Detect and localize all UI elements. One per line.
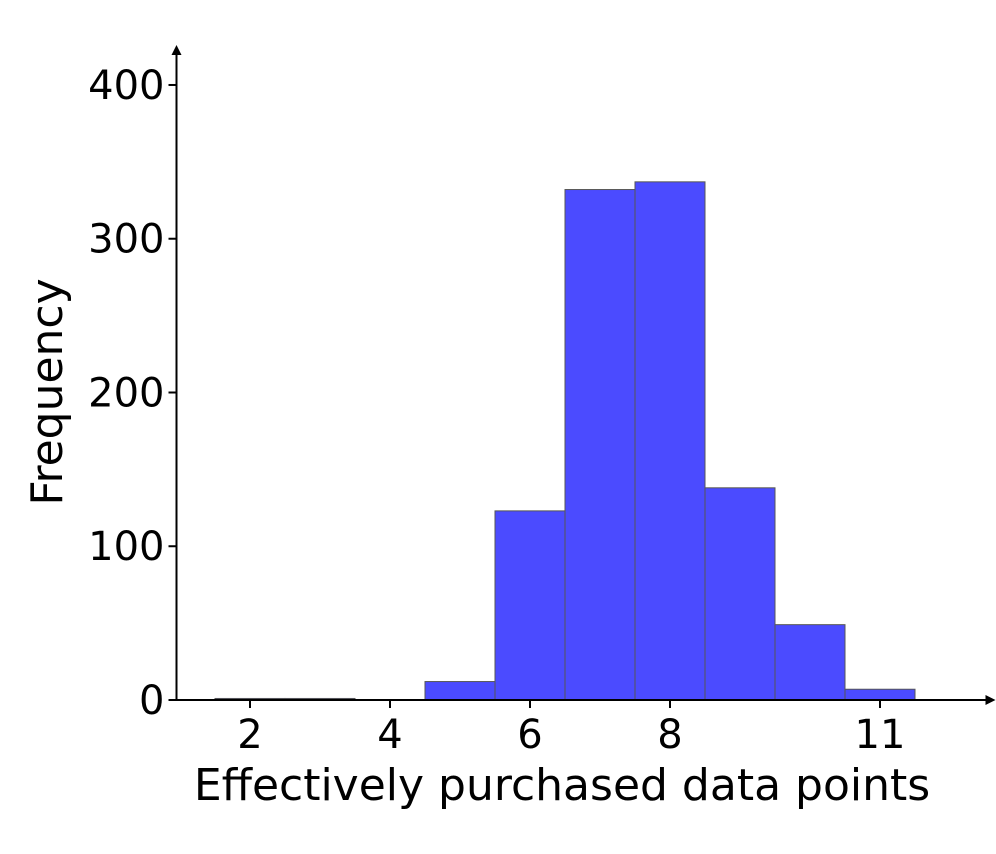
y-tick-label: 100 [88,524,164,570]
bar [424,681,496,701]
bar [494,510,566,701]
y-axis-arrow [171,45,182,55]
y-tick-label: 200 [88,370,164,416]
bar [774,624,846,701]
x-tick-label: 6 [517,712,542,758]
x-tick-label: 11 [855,712,906,758]
x-axis-arrow [985,695,996,705]
y-axis-label: Frequency [22,278,73,505]
x-tick-label: 4 [377,712,402,758]
x-tick-label: 8 [657,712,682,758]
bar [564,189,636,701]
bar [844,688,916,701]
bar [704,487,776,701]
y-tick-label: 400 [88,63,164,109]
x-axis-label: Effectively purchased data points [194,760,930,811]
y-tick-label: 300 [88,217,164,263]
bar [634,181,706,701]
y-tick-label: 0 [139,678,164,724]
x-tick-label: 2 [237,712,262,758]
